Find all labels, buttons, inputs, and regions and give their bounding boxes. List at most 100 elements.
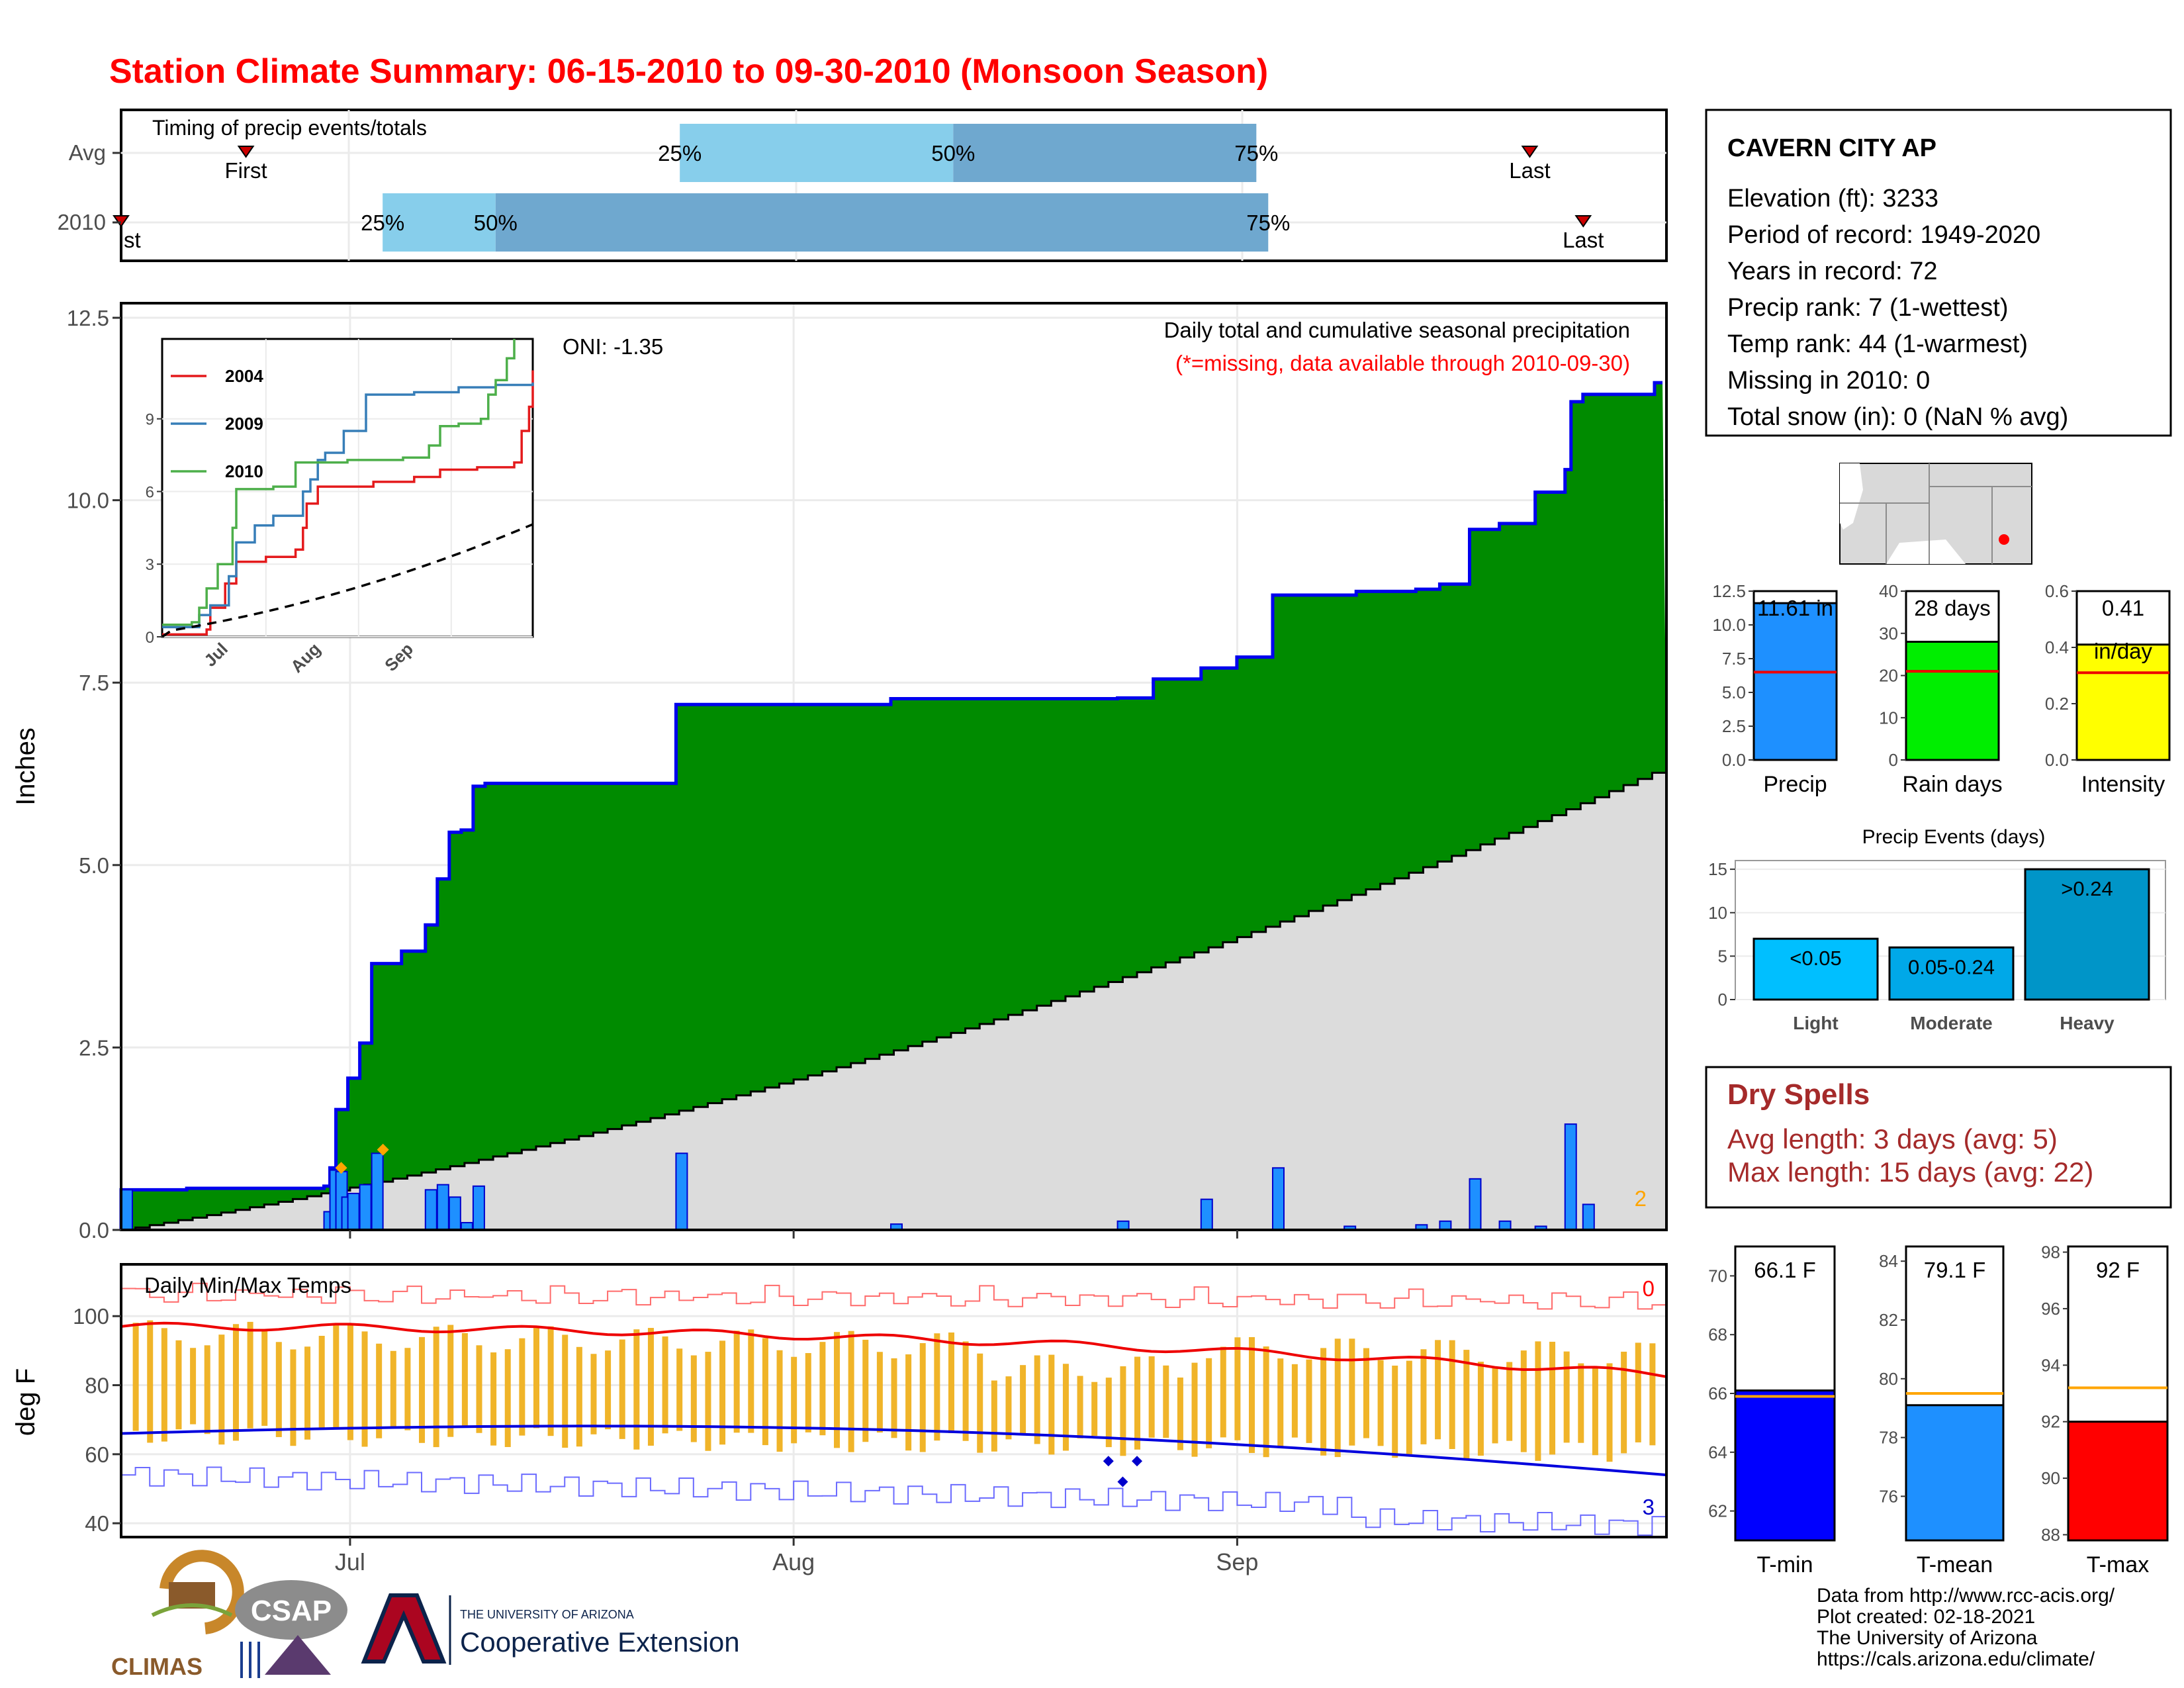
inset-y-tick: 3 [146,556,154,574]
daily-temp-range-bar [1206,1358,1212,1448]
daily-precip-bar [448,1196,461,1231]
temp-y-tick: 100 [73,1304,109,1329]
cumulative-line-2010 [119,381,1662,1230]
daily-temp-range-bar [791,1356,797,1444]
timing-marker-label: Last [1563,228,1604,252]
daily-temp-range-bar [304,1346,311,1440]
temp-bar-tick: 76 [1879,1486,1898,1506]
temp-bar-label: T-max [2087,1552,2149,1577]
daily-temp-range-bar [247,1321,253,1429]
missing-marker [377,1143,389,1156]
daily-temp-range-bar [1406,1360,1412,1457]
daily-temp-range-bar [347,1323,353,1440]
daily-temp-range-bar [1349,1338,1355,1446]
precip-panel: 0.0 2.5 5.0 7.5 10.0 12.5 Inches ONI: -1.35 D… [11,302,1668,1243]
temp-bar-tick: 88 [2041,1524,2060,1544]
missing-count: 2 [1635,1186,1647,1211]
daily-temp-range-bar [218,1335,225,1445]
credit-line: Data from http://www.rcc-acis.org/ [1817,1585,2115,1607]
temp-bar-tick: 94 [2041,1355,2060,1375]
daily-temp-range-bar [1005,1376,1012,1440]
temp-ylabel: deg F [11,1368,40,1436]
temp-y-tick: 40 [85,1511,109,1536]
daily-temp-range-bar [1306,1359,1312,1443]
temp-bar-tick: 70 [1708,1266,1727,1286]
daily-precip-bar [675,1152,688,1231]
events-bar-heavy [2024,868,2150,1001]
inset-normal-line [161,523,533,638]
timing-marker-label: First [225,158,267,183]
daily-temp-range-bar [175,1340,182,1430]
temp-top-count: 0 [1643,1276,1655,1301]
daily-temp-range-bar [662,1336,668,1434]
daily-temp-range-bar [1563,1351,1570,1443]
mini-bar-value: 11.61 in [1757,596,1833,620]
daily-temp-range-bar [232,1324,239,1441]
mini-bar-tick: 0.2 [2045,694,2069,714]
mini-bar-precip [1752,602,1838,761]
csap-logo: CSAP [235,1580,347,1678]
timing-pct-label: 75% [1234,141,1278,165]
temp-bar-label: T-mean [1917,1552,1993,1577]
station-info-box: CAVERN CITY AP Elevation (ft): 3233 Perio… [1705,109,2172,437]
timing-pct-label: 50% [474,211,518,235]
daily-temp-range-bar [1420,1349,1427,1444]
events-bar-label: 0.05-0.24 [1908,955,1995,978]
daily-temp-range-bar [1048,1354,1055,1455]
month-x-tick: Jul [335,1548,365,1575]
temp-bar-tick: 84 [1879,1251,1898,1271]
precip-y-tick: 12.5 [67,306,109,330]
temp-label: Daily Min/Max Temps [144,1273,351,1297]
daily-temp-range-bar [948,1332,954,1434]
precip-events-chart: Precip Events (days) <0.05 Light 0.05-0.24… [1708,826,2166,1033]
daily-temp-range-bar [447,1325,454,1437]
dry-spells-box: Dry Spells Avg length: 3 days (avg: 5) M… [1705,1066,2172,1209]
timing-marker-label: Last [1509,158,1550,183]
daily-temp-range-bar [876,1352,883,1433]
events-y-tick: 5 [1718,946,1727,966]
temp-bar-tick: 82 [1879,1310,1898,1330]
normal-min-line [120,1425,1667,1477]
temp-bar-tick: 68 [1708,1325,1727,1344]
credits: Data from http://www.rcc-acis.org/ Plot … [1817,1585,2115,1670]
temp-bar-tick: 62 [1708,1501,1727,1521]
daily-temp-range-bar [504,1349,511,1447]
daily-temp-range-bar [361,1331,368,1447]
csap-text: CSAP [251,1595,332,1627]
station-info-line: Period of record: 1949-2020 [1727,221,2040,249]
daily-temp-range-bar [690,1355,697,1442]
mini-bar-tick: 10.0 [1712,615,1746,635]
events-y-tick: 15 [1708,859,1727,879]
station-info-line: Precip rank: 7 (1-wettest) [1727,294,2008,322]
daily-temp-range-bar [934,1333,940,1441]
oni-label: ONI: -1.35 [563,334,663,359]
daily-temp-range-bar [762,1338,768,1446]
missing-marker [335,1162,347,1174]
daily-temp-range-bar [733,1331,740,1433]
daily-temp-range-bar [1492,1367,1498,1444]
month-x-tick: Aug [772,1548,815,1575]
inset-y-tick: 0 [146,629,154,647]
record-high-line [121,1282,1666,1310]
timing-marker [1521,146,1539,158]
daily-temp-range-bar [1520,1350,1527,1452]
month-x-tick: Sep [1216,1548,1258,1575]
daily-temp-range-bar [519,1338,525,1436]
daily-temp-range-bar [547,1326,554,1436]
daily-precip-bar [1200,1198,1213,1231]
mini-bar-tick: 0.4 [2045,637,2069,657]
inset-y-tick: 9 [146,411,154,429]
daily-temp-range-bar [1549,1341,1556,1455]
temp-bar-value: 92 F [2096,1258,2140,1282]
daily-temp-range-bar [919,1343,926,1452]
daily-precip-bar [359,1184,372,1231]
temp-bar-t-max [2067,1421,2169,1542]
mini-bar-tick: 10 [1879,708,1898,727]
daily-temp-range-bar [1105,1378,1112,1448]
timing-bar-50-75 [953,124,1257,182]
events-y-tick: 10 [1708,903,1727,923]
daily-temp-range-bar [1606,1363,1613,1462]
